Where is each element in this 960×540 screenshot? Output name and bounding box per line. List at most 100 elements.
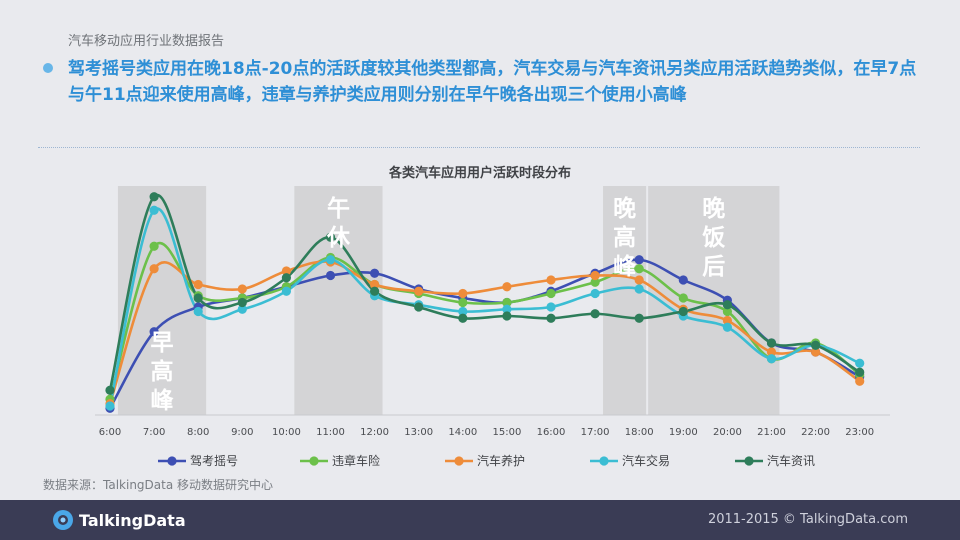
legend-label: 汽车养护 [477,453,525,468]
data-point [766,354,777,364]
band-label-char: 午 [327,195,350,222]
x-tick-label: 9:00 [231,427,253,438]
data-point [149,205,159,215]
data-point [502,304,512,314]
data-point [546,275,556,285]
data-point [546,288,556,299]
x-tick-label: 13:00 [404,427,433,438]
data-point [546,302,556,312]
data-point [149,327,159,337]
x-tick-label: 12:00 [360,427,389,438]
legend-marker [744,456,754,466]
data-point [414,302,424,312]
x-tick-label: 18:00 [625,427,654,438]
x-tick-label: 23:00 [845,427,874,438]
data-point [855,367,865,377]
data-point [281,266,291,276]
x-tick-label: 16:00 [537,427,566,438]
data-point [325,232,336,242]
data-point [237,297,247,308]
legend-marker [167,456,177,466]
logo-text: TalkingData [79,510,186,530]
data-point [722,322,733,332]
data-point [590,309,600,319]
legend-label: 违章车险 [332,453,380,468]
x-tick-label: 15:00 [492,427,521,438]
x-tick-label: 21:00 [757,427,786,438]
data-point [722,315,733,326]
highlight-bands [117,186,780,415]
band-label-char: 后 [702,254,725,280]
headline: 驾考摇号类应用在晚18点-20点的活跃度较其他类型都高，汽车交易与汽车资讯另类应… [68,59,917,105]
data-point [502,311,512,321]
legend-marker [309,456,319,466]
data-point [149,264,159,274]
data-point [766,338,777,348]
data-point [370,286,380,296]
x-tick-label: 10:00 [272,427,301,438]
data-point [325,270,336,281]
data-point [634,313,644,323]
x-tick-labels: 6:00 7:00 8:00 9:00 10:00 11:00 12:00 13:00 14:0… [99,427,874,438]
data-point [458,306,468,317]
data-point [325,255,336,265]
data-point [855,376,865,386]
chart-title: 各类汽车应用用户活跃时段分布 [388,165,571,181]
x-tick-label: 14:00 [448,427,477,438]
report-title: 汽车移动应用行业数据报告 [68,34,225,49]
data-point [502,297,512,308]
talkingdata-logo: TalkingData [52,509,186,531]
data-source: 数据来源：TalkingData 移动数据研究中心 [43,478,274,492]
x-tick-label: 11:00 [316,427,345,438]
x-tick-label: 6:00 [99,427,121,438]
data-point [722,300,733,310]
data-point [458,297,468,308]
band-label-char: 高 [151,358,174,385]
data-point [634,284,644,294]
divider [38,147,920,148]
data-point [766,347,777,357]
logo-mark-icon [53,510,73,530]
x-tick-label: 22:00 [801,427,830,438]
data-point [370,279,380,290]
data-point [281,273,291,283]
data-point [722,306,733,317]
data-point [546,313,556,323]
data-point [458,313,468,323]
x-tick-label: 8:00 [187,427,209,438]
data-point [193,293,203,303]
band-label-char: 晚 [613,196,636,222]
data-point [678,293,688,303]
data-point [458,288,468,299]
band-label-char: 饭 [702,225,725,251]
data-point [634,264,644,274]
data-point [502,282,512,292]
x-tick-label: 17:00 [581,427,610,438]
data-point [149,241,159,251]
legend-label: 汽车交易 [622,453,670,468]
series-points [105,192,865,413]
data-point [193,306,203,317]
copyright: 2011-2015 © TalkingData.com [707,512,908,527]
band-2 [603,186,647,415]
footer-bar: TalkingData 2011-2015 © TalkingData.com [0,500,960,540]
data-point [105,401,115,411]
legend-label: 驾考摇号 [190,454,238,468]
legend: 驾考摇号 违章车险 汽车养护 汽车交易 汽车资讯 [158,453,815,468]
legend-marker [454,456,464,466]
data-point [414,286,424,296]
x-tick-label: 7:00 [143,427,165,438]
data-point [237,304,247,314]
data-point [811,340,821,350]
data-point [590,277,600,287]
legend-marker [599,456,609,466]
data-point [281,286,291,296]
data-point [590,270,600,281]
data-point [149,192,159,202]
data-point [811,347,821,357]
data-point [237,284,247,294]
band-label-char: 峰 [613,254,637,280]
band-label-char: 晚 [702,196,725,222]
x-tick-label: 19:00 [669,427,698,438]
